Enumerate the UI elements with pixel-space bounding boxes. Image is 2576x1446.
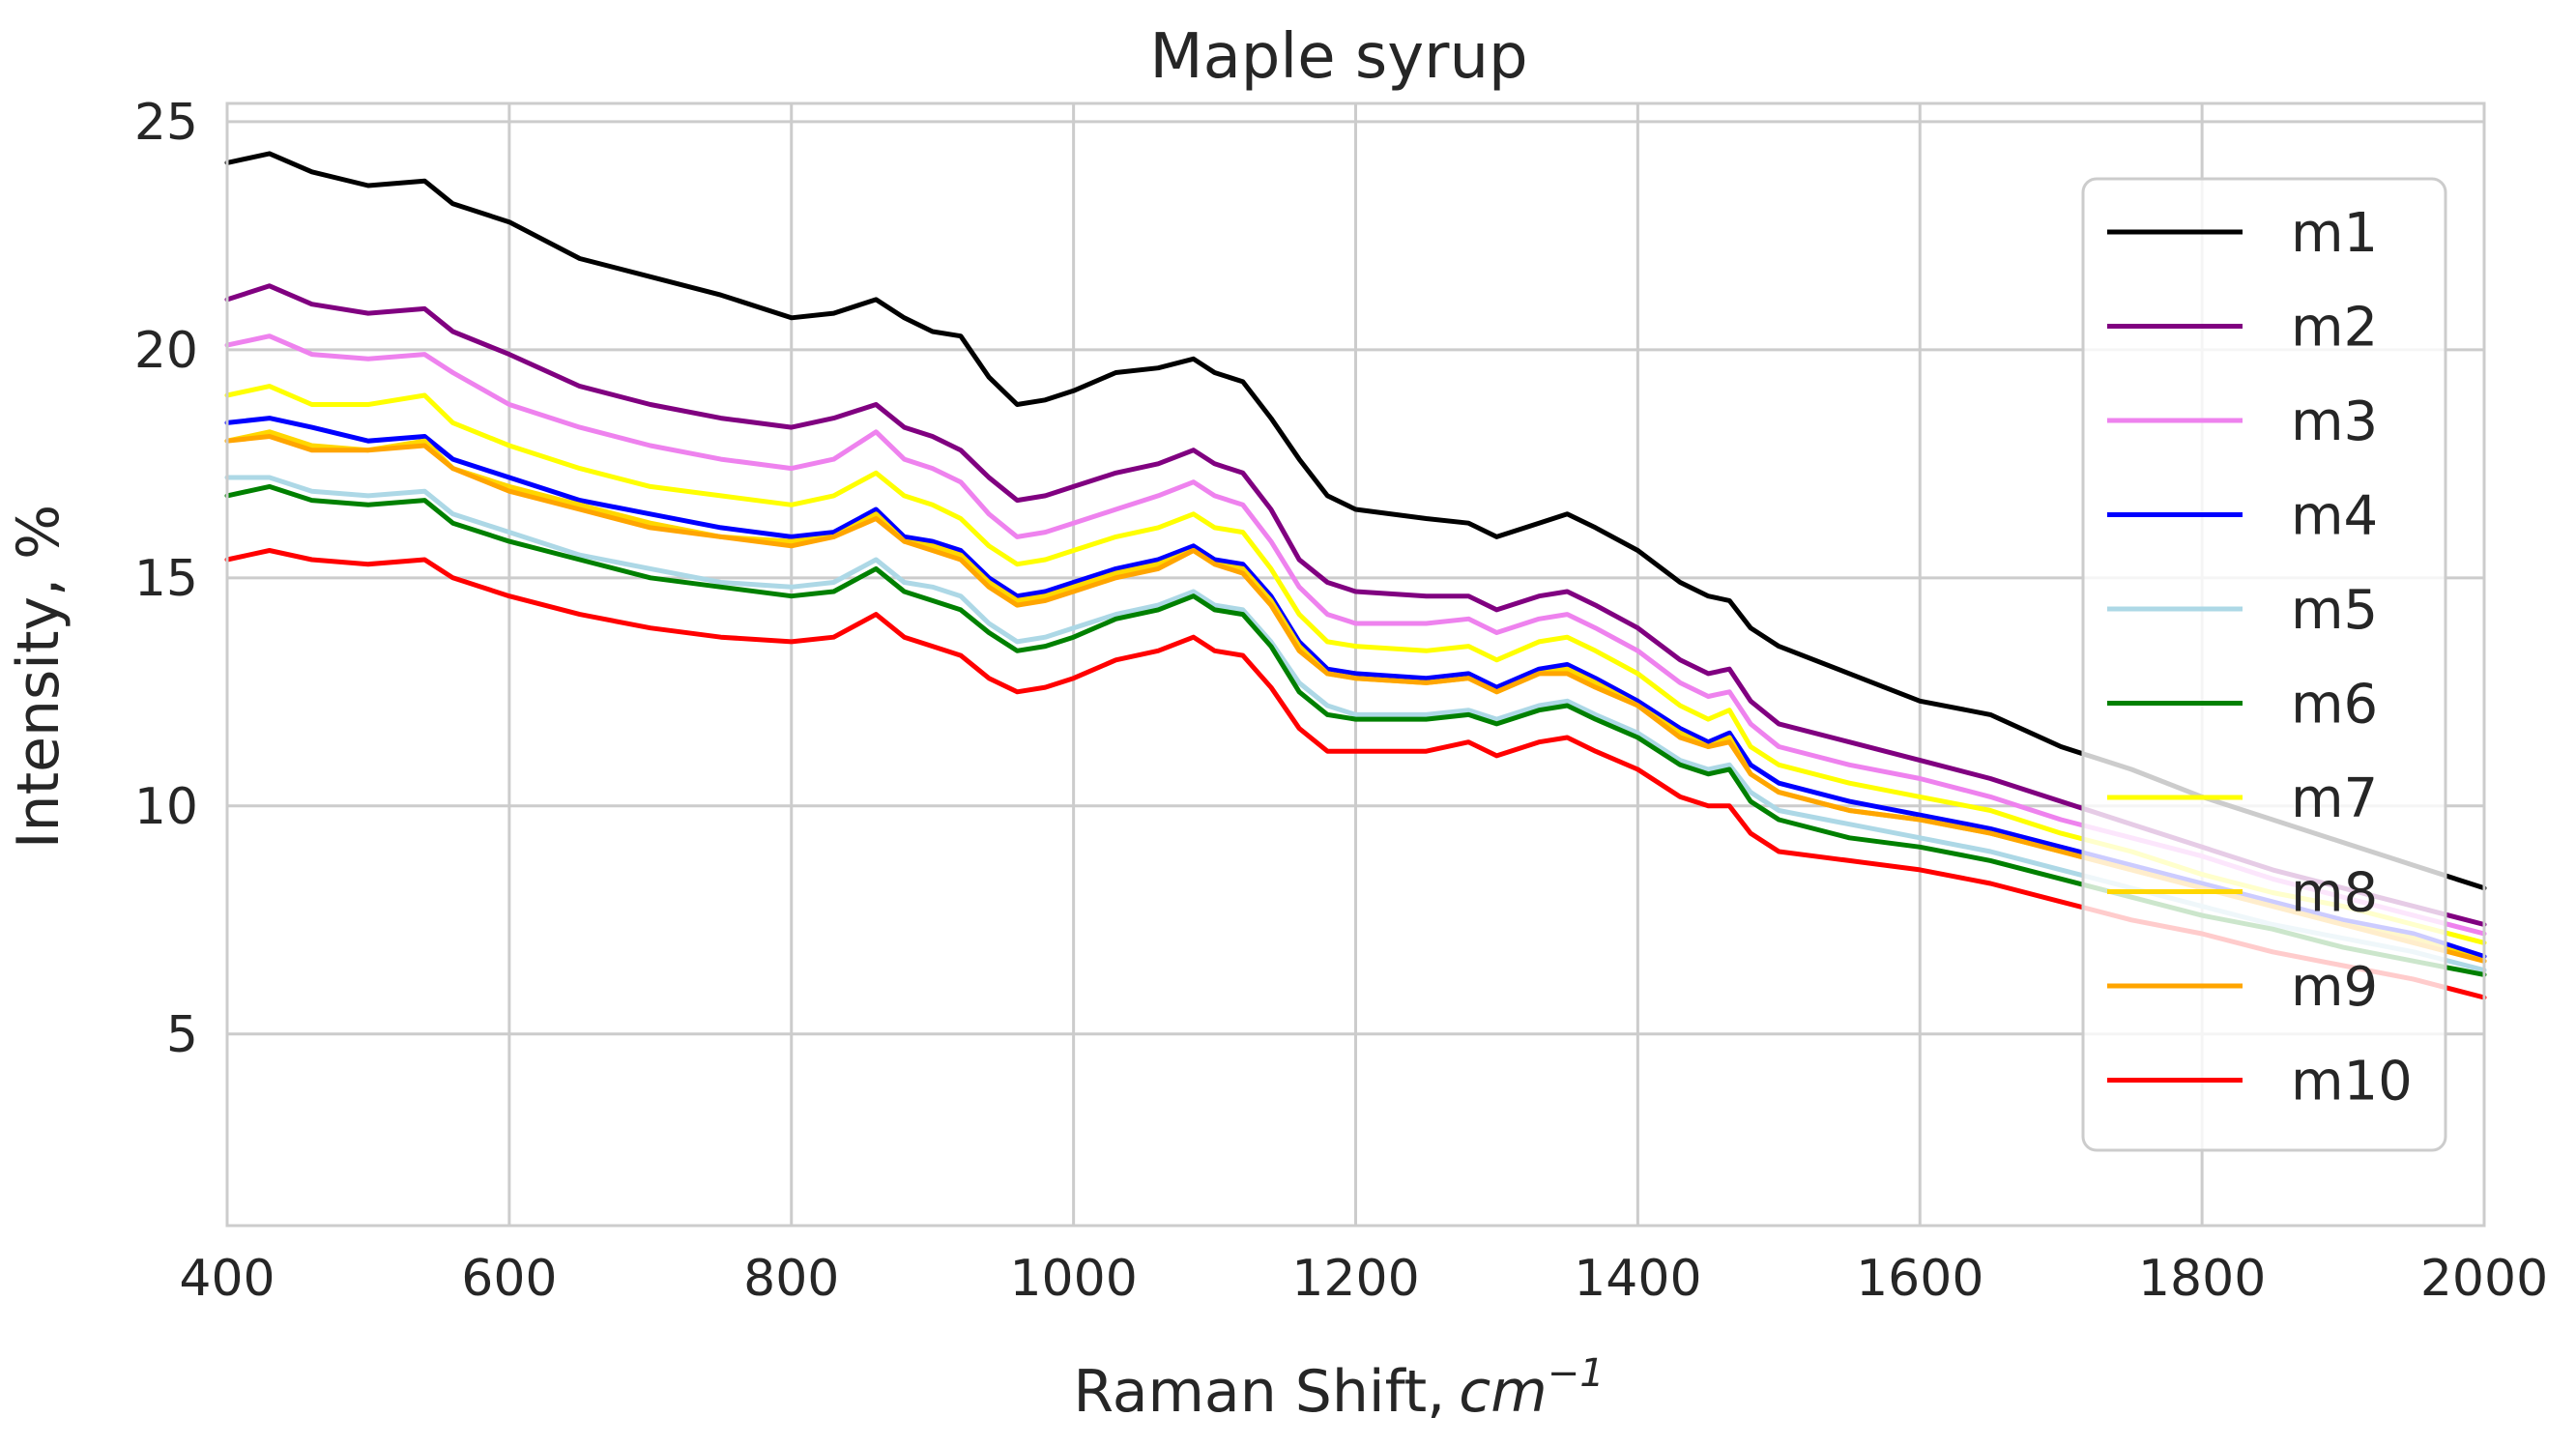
y-axis-ticks: 5 10 15 20 25 — [134, 94, 198, 1064]
legend-label-m1: m1 — [2291, 202, 2378, 265]
series-line-m5 — [224, 475, 2487, 973]
legend-label-m5: m5 — [2291, 579, 2378, 642]
legend-label-m9: m9 — [2291, 956, 2378, 1019]
x-tick-label: 1600 — [1856, 1250, 1983, 1308]
series-line-m1 — [224, 151, 2487, 891]
y-tick-label: 10 — [134, 778, 198, 836]
legend-label-m10: m10 — [2291, 1051, 2413, 1113]
y-tick-label: 25 — [134, 94, 198, 152]
series-line-m9 — [224, 434, 2487, 964]
x-tick-label: 800 — [743, 1250, 839, 1308]
x-tick-label: 1400 — [1574, 1250, 1701, 1308]
x-tick-label: 600 — [461, 1250, 557, 1308]
x-tick-label: 400 — [179, 1250, 275, 1308]
legend-label-m2: m2 — [2291, 297, 2378, 360]
plot-frame — [225, 101, 2486, 1228]
series-line-m10 — [224, 548, 2487, 1000]
x-tick-label: 1000 — [1009, 1250, 1137, 1308]
x-axis-unit: cm — [1459, 1358, 1547, 1426]
legend-label-m6: m6 — [2291, 674, 2378, 737]
x-tick-label: 1800 — [2138, 1250, 2266, 1308]
series-line-m3 — [224, 333, 2487, 937]
y-tick-label: 20 — [134, 322, 198, 380]
x-axis-title: Raman Shift, cm−1 — [1073, 1351, 1604, 1426]
x-tick-label: 2000 — [2420, 1250, 2548, 1308]
x-axis-unit-exponent: −1 — [1548, 1351, 1605, 1396]
legend-label-m3: m3 — [2291, 390, 2378, 453]
x-axis-title-text: Raman Shift, — [1073, 1358, 1445, 1426]
series-line-m4 — [224, 416, 2487, 959]
chart-title: Maple syrup — [1149, 21, 1527, 93]
y-tick-label: 15 — [134, 550, 198, 608]
legend-label-m4: m4 — [2291, 485, 2378, 548]
legend-items: m1 m2 m3 m4 m5 m6 m7 m8 m9 m10 — [2107, 202, 2413, 1113]
legend-label-m7: m7 — [2291, 767, 2378, 830]
y-axis-title: Intensity, % — [5, 505, 72, 849]
x-tick-label: 1200 — [1291, 1250, 1419, 1308]
series-line-m7 — [224, 384, 2487, 945]
legend-label-m8: m8 — [2291, 862, 2378, 925]
x-axis-ticks: 400 600 800 1000 1200 1400 1600 1800 2000 — [179, 1250, 2548, 1308]
y-tick-label: 5 — [166, 1006, 198, 1064]
series-line-m6 — [224, 483, 2487, 977]
series-layer — [224, 151, 2487, 1000]
series-line-m2 — [224, 283, 2487, 927]
legend: m1 m2 m3 m4 m5 m6 m7 m8 m9 m10 — [2081, 177, 2447, 1152]
